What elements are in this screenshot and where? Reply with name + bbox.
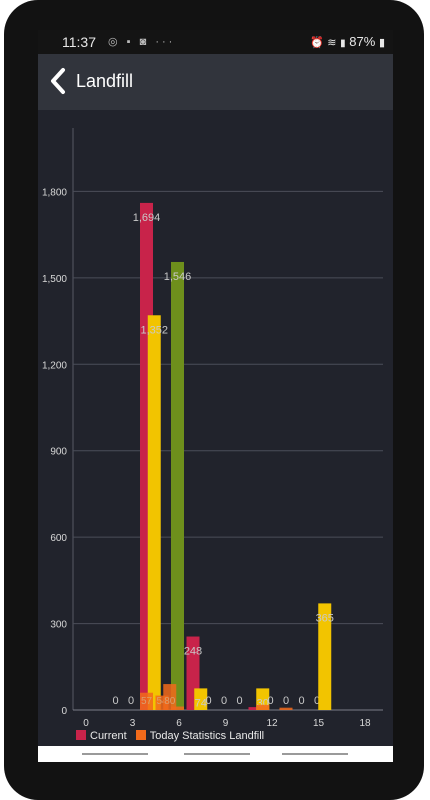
status-time: 11:37 (62, 34, 96, 50)
legend-today-label: Today Statistics Landfill (149, 730, 265, 742)
nav-home-button[interactable] (184, 753, 250, 755)
bar (194, 688, 208, 710)
bar (256, 688, 270, 710)
battery-percent: 87% (349, 34, 376, 49)
wifi-icon: ≋ (327, 37, 337, 49)
today-bar (140, 692, 153, 710)
bar-value-label: 74 (195, 697, 207, 709)
status-bar: 11:37 ◎ ▪ ◙ ··· ⏰ ≋ ▮ 87% ▮ (38, 30, 393, 54)
bar-value-label: 1,694 (133, 212, 161, 224)
today-bar-label: 54 (156, 696, 168, 707)
bar-value-label: 365 (316, 612, 334, 624)
screen: 11:37 ◎ ▪ ◙ ··· ⏰ ≋ ▮ 87% ▮ Landfill 0 30… (38, 30, 393, 762)
bar (248, 707, 262, 710)
app-bar: Landfill (38, 54, 393, 110)
chevron-left-icon (51, 68, 65, 94)
bar-value-label: 0 (314, 695, 320, 707)
x-tick-label: 6 (176, 718, 182, 729)
bar (318, 603, 332, 710)
nav-back-button[interactable] (282, 753, 348, 755)
system-nav-bar (38, 746, 393, 762)
y-tick-label: 0 (61, 706, 67, 717)
legend-current-swatch (76, 730, 86, 740)
today-bar (171, 706, 184, 710)
nav-recents-button[interactable] (82, 753, 148, 755)
notification-icons: ◎ ▪ ◙ ··· (108, 35, 175, 48)
bar-value-label: 0 (205, 695, 211, 707)
x-tick-label: 15 (313, 718, 325, 729)
x-tick-label: 0 (83, 718, 89, 729)
bar (147, 315, 161, 710)
y-tick-label: 1,200 (42, 360, 67, 371)
status-right: ⏰ ≋ ▮ 87% ▮ (310, 34, 385, 49)
s-app-icon: ◙ (139, 36, 150, 48)
bar-value-label: 0 (128, 695, 134, 707)
today-bar (163, 684, 177, 710)
chart-legend: Current Today Statistics Landfill (76, 730, 264, 742)
chat-icon: ▪ (126, 36, 134, 48)
page-title: Landfill (76, 71, 134, 91)
x-tick-label: 18 (359, 718, 371, 729)
bar-value-label: 0 (236, 695, 242, 707)
bar-value-label: 0 (267, 695, 273, 707)
bar-value-label: 1,546 (164, 271, 192, 283)
signal-icon: ▮ (340, 38, 346, 49)
bar-value-label: 0 (112, 695, 118, 707)
y-tick-label: 1,800 (42, 187, 67, 198)
bar-value-label: 0 (221, 695, 227, 707)
alarm-icon: ⏰ (309, 37, 324, 49)
y-tick-label: 900 (50, 447, 67, 458)
back-button[interactable] (46, 66, 72, 96)
y-tick-label: 1,500 (42, 274, 67, 285)
today-bar (256, 704, 270, 710)
target-icon: ◎ (108, 36, 121, 48)
legend-today-swatch (135, 730, 146, 740)
x-tick-label: 9 (223, 718, 229, 729)
bar (171, 261, 184, 710)
bar-value-label: 0 (298, 695, 304, 707)
battery-icon: ▮ (378, 37, 385, 49)
y-tick-label: 600 (50, 533, 67, 544)
more-dots-icon: ··· (155, 36, 176, 48)
bar-value-label: 248 (184, 646, 202, 658)
today-bar-label: 80 (164, 696, 176, 707)
y-tick-label: 300 (50, 620, 67, 631)
bar-value-label: 0 (283, 695, 289, 707)
x-tick-label: 3 (130, 718, 136, 729)
x-tick-label: 12 (266, 718, 278, 729)
bar-value-label: 1,352 (140, 324, 168, 336)
today-bar-label: 57 (141, 696, 153, 707)
today-bar (279, 707, 293, 710)
legend-current-label: Current (90, 730, 127, 742)
